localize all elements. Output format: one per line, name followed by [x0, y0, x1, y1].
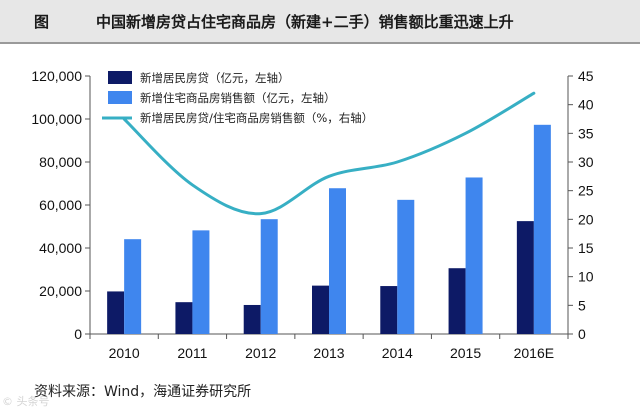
legend-label: 新增居民房贷（亿元，左轴） [140, 71, 290, 85]
bar-mortgage [380, 286, 398, 334]
chart-area: 0 20,000 40,000 60,000 80,000 100,000 120,000 0… [31, 68, 594, 361]
bar-sales [329, 188, 346, 334]
x-tick-label: 2014 [382, 345, 413, 361]
bar-mortgage [516, 221, 534, 334]
bar-mortgage [175, 302, 193, 334]
bar-sales [533, 124, 551, 335]
legend-swatch [108, 91, 132, 104]
left-tick-label: 0 [74, 326, 82, 342]
left-tick-label: 100,000 [31, 111, 82, 127]
bar-mortgage [312, 285, 329, 334]
left-tick-label: 20,000 [39, 283, 82, 299]
left-tick-label: 60,000 [39, 197, 82, 213]
legend-swatch [108, 71, 132, 84]
right-tick-label: 25 [578, 183, 594, 199]
x-tick-label: 2013 [313, 345, 344, 361]
right-tick-label: 30 [578, 154, 594, 170]
right-tick-label: 15 [578, 240, 594, 256]
right-tick-label: 45 [578, 68, 594, 84]
bar-sales [465, 177, 483, 334]
bar-sales [260, 219, 278, 334]
right-tick-label: 10 [578, 269, 594, 285]
figure-header: 图 中国新增房贷占住宅商品房（新建+二手）销售额比重迅速上升 [0, 0, 640, 44]
left-tick-label: 120,000 [31, 68, 82, 84]
watermark: © 头条号 [2, 395, 50, 408]
figure-label: 图 [34, 13, 50, 31]
right-tick-label: 20 [578, 211, 594, 227]
right-tick-label: 0 [578, 326, 586, 342]
x-tick-label: 2015 [450, 345, 481, 361]
legend-label: 新增居民房贷/住宅商品房销售额（%，右轴） [140, 111, 373, 125]
left-tick-label: 80,000 [39, 154, 82, 170]
x-tick-label: 2011 [177, 345, 207, 361]
bar-sales [124, 239, 142, 334]
right-tick-label: 5 [578, 297, 586, 313]
x-tick-label: 2012 [245, 345, 276, 361]
source-note: 资料来源：Wind，海通证券研究所 [34, 384, 252, 400]
bar-sales [397, 199, 415, 334]
bar-mortgage [107, 291, 125, 334]
bar-mortgage [448, 268, 466, 334]
left-tick-label: 40,000 [39, 240, 82, 256]
right-tick-label: 40 [578, 97, 594, 113]
right-tick-label: 35 [578, 125, 594, 141]
x-tick-label: 2010 [109, 345, 140, 361]
chart-title: 中国新增房贷占住宅商品房（新建+二手）销售额比重迅速上升 [96, 13, 514, 31]
x-tick-label: 2016E [514, 345, 554, 361]
bar-sales [192, 230, 210, 334]
legend-label: 新增住宅商品房销售额（亿元，左轴） [140, 91, 336, 105]
bar-mortgage [243, 304, 261, 334]
